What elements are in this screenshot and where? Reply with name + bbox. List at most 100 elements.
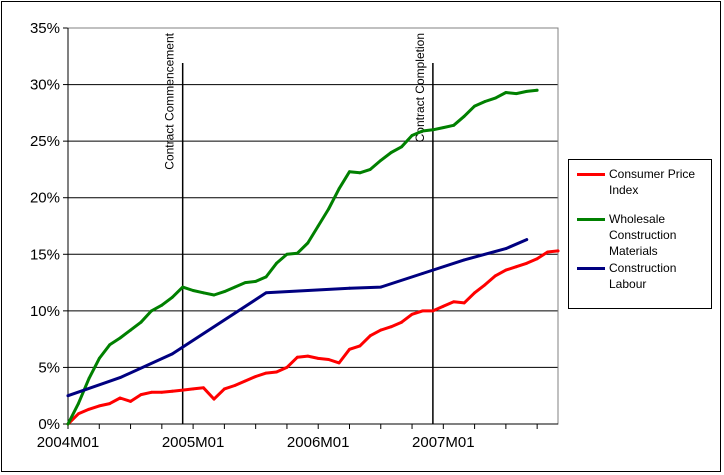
data-point [202, 386, 205, 390]
data-point [504, 91, 508, 94]
data-point [170, 295, 174, 299]
data-point [108, 402, 112, 405]
data-point [421, 272, 424, 275]
data-point [316, 224, 320, 228]
data-point [118, 376, 122, 379]
data-point [535, 88, 539, 92]
data-point [129, 400, 133, 403]
data-point [243, 379, 247, 383]
data-point [337, 187, 341, 191]
legend-swatch-construction-labour [577, 267, 605, 270]
series-line [66, 249, 560, 426]
data-point [306, 289, 310, 292]
data-point [191, 387, 195, 391]
data-point [400, 145, 403, 149]
data-point [118, 396, 122, 400]
series-line [66, 88, 539, 426]
data-point [254, 280, 258, 283]
legend-swatch-wholesale-materials [577, 218, 605, 221]
data-point [97, 357, 101, 360]
data-point [473, 291, 476, 295]
legend-label-construction-labour: Construction Labour [609, 261, 677, 291]
data-point [462, 301, 466, 305]
data-point [296, 355, 299, 359]
data-point [410, 312, 414, 316]
plot-area [68, 28, 558, 424]
data-point [108, 343, 112, 347]
legend: Consumer Price Index Wholesale Construct… [568, 159, 712, 309]
data-point [264, 275, 268, 279]
data-point [525, 261, 529, 265]
y-tick-label: 15% [30, 246, 60, 263]
data-point [150, 309, 153, 313]
data-point [202, 291, 205, 295]
x-tick-label: 2007M01 [412, 434, 475, 451]
data-point [306, 354, 310, 358]
data-point [327, 358, 330, 361]
data-point [473, 104, 476, 108]
data-point [431, 309, 435, 313]
data-point [421, 129, 424, 133]
data-point [139, 393, 143, 396]
data-point [285, 366, 289, 369]
data-point [462, 114, 466, 118]
data-point [316, 357, 320, 360]
data-point [87, 407, 91, 411]
data-point [212, 397, 216, 401]
data-point [379, 285, 383, 289]
data-point [368, 334, 372, 338]
data-point [181, 388, 185, 392]
data-point [494, 274, 497, 278]
data-point [254, 375, 258, 378]
data-point [494, 96, 497, 100]
data-point [223, 290, 226, 293]
y-tick-label: 35% [30, 20, 60, 37]
y-tick-label: 20% [30, 190, 60, 207]
data-point [421, 309, 424, 313]
legend-swatch-cpi [577, 173, 605, 176]
data-point [264, 291, 268, 295]
data-point [546, 250, 549, 254]
data-point [181, 285, 185, 289]
data-point [358, 171, 362, 175]
data-point [525, 238, 529, 242]
data-point [139, 320, 143, 324]
data-point [379, 328, 383, 332]
x-tick-label: 2006M01 [287, 434, 350, 451]
data-point [410, 134, 414, 137]
data-point [306, 241, 310, 245]
data-point [452, 300, 456, 304]
data-point [535, 257, 539, 261]
legend-label-wholesale-materials: Wholesale Construction Materials [609, 212, 677, 258]
data-point [525, 90, 529, 93]
data-point [483, 283, 487, 287]
data-point [160, 390, 164, 394]
annotation-label: Contract Completion [413, 33, 427, 142]
data-point [233, 384, 237, 387]
x-tick-label: 2005M01 [162, 434, 225, 451]
data-point [275, 261, 278, 265]
data-point [348, 286, 351, 290]
data-point [66, 422, 70, 426]
data-point [87, 377, 91, 381]
data-point [150, 390, 153, 394]
data-point [223, 387, 226, 391]
data-point [452, 123, 456, 127]
data-point [462, 258, 466, 262]
data-point [170, 352, 174, 356]
y-tick-label: 5% [38, 359, 60, 376]
data-point [160, 303, 164, 307]
data-point [348, 170, 351, 174]
data-point [129, 328, 133, 332]
y-tick-label: 0% [38, 416, 60, 433]
y-tick-label: 10% [30, 303, 60, 320]
y-tick-label: 30% [30, 77, 60, 94]
data-point [483, 100, 487, 103]
data-point [556, 249, 560, 253]
data-point [77, 412, 80, 416]
data-point [337, 361, 341, 365]
data-point [441, 304, 445, 308]
data-point [389, 325, 393, 329]
data-point [400, 320, 403, 324]
